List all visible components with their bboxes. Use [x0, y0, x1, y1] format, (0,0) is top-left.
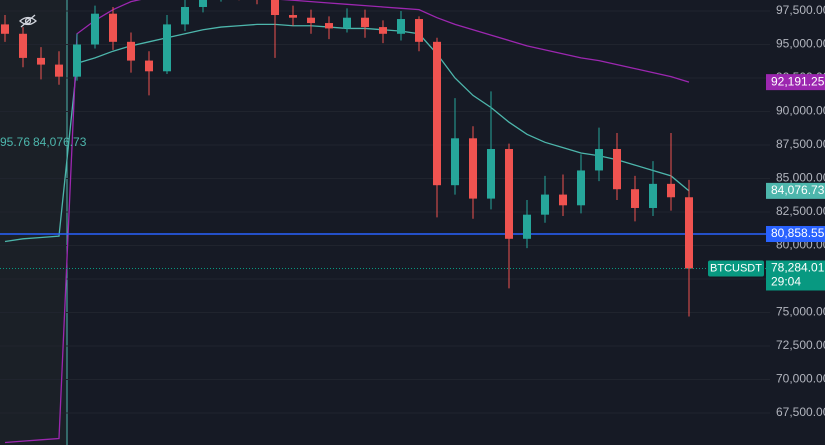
price-badge: [766, 225, 825, 242]
candle-body: [19, 33, 27, 58]
y-tick-label: 75,000.00: [776, 305, 825, 319]
y-tick-label: 67,500.00: [776, 405, 825, 419]
candle-body: [289, 15, 297, 18]
candle-body: [541, 194, 549, 215]
price-badge-label: 84,076.73: [771, 183, 825, 197]
candle-body: [379, 27, 387, 34]
candle-body: [685, 197, 693, 269]
candle-body: [397, 19, 405, 34]
candle-body: [199, 0, 207, 7]
y-tick-label: 90,000.00: [776, 104, 825, 118]
indicator-value: 84,076.73: [33, 135, 87, 149]
candle-body: [145, 60, 153, 72]
price-badge-label: 78,284.01: [771, 261, 825, 275]
candle-body: [649, 183, 657, 208]
candle-body: [307, 17, 315, 24]
candle-body: [595, 149, 603, 171]
price-badge-label: 80,858.55: [771, 226, 825, 240]
hide-icon[interactable]: [19, 14, 37, 28]
candle-body: [361, 17, 369, 28]
candle-body: [415, 19, 423, 42]
indicator-value: 95.76: [0, 135, 30, 149]
symbol-tag: [708, 260, 764, 277]
symbol-tag-label: BTCUSDT: [710, 262, 762, 274]
candle-body: [577, 170, 585, 206]
candle-body: [487, 149, 495, 199]
candle-body: [163, 24, 171, 72]
countdown: 29:04: [771, 275, 801, 289]
candle-body: [1, 24, 9, 34]
candle-body: [37, 57, 45, 65]
candle-body: [91, 13, 99, 45]
candle-body: [505, 149, 513, 239]
candle-body: [181, 6, 189, 25]
candle-body: [613, 149, 621, 190]
candle-body: [343, 17, 351, 29]
candle-body: [631, 189, 639, 208]
candle-body: [271, 0, 279, 16]
candle-body: [325, 23, 333, 29]
price-badge: [766, 74, 825, 91]
candle-body: [433, 41, 441, 186]
y-tick-label: 87,500.00: [776, 137, 825, 151]
y-tick-label: 95,000.00: [776, 37, 825, 51]
candle-body: [559, 194, 567, 206]
y-tick-label: 97,500.00: [776, 3, 825, 17]
y-tick-label: 70,000.00: [776, 372, 825, 386]
candle-body: [127, 41, 135, 61]
y-tick-label: 82,500.00: [776, 204, 825, 218]
y-tick-label: 85,000.00: [776, 171, 825, 185]
y-tick-label: 72,500.00: [776, 338, 825, 352]
candle-body: [451, 138, 459, 186]
candle-body: [55, 64, 63, 77]
price-badge-label: 92,191.25: [771, 74, 825, 88]
candle-body: [109, 13, 117, 42]
candle-body: [469, 138, 477, 199]
moving-average: [4, 0, 690, 444]
price-badge: [766, 260, 825, 291]
price-badge: [766, 182, 825, 199]
candle-body: [73, 44, 81, 77]
candle-body: [667, 183, 675, 198]
candle-body: [523, 214, 531, 239]
